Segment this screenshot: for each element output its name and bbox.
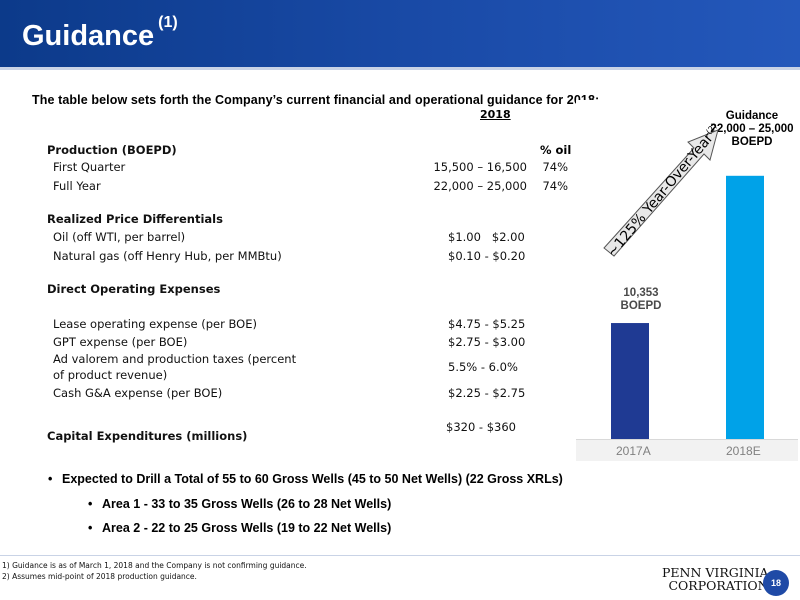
row-pct: 74% bbox=[542, 160, 568, 174]
row-value: 15,500 – 16,500 bbox=[433, 160, 527, 174]
chart-x-axis: 2017A 2018E bbox=[576, 439, 798, 461]
row-label: Cash G&A expense (per BOE) bbox=[53, 386, 223, 400]
bullet-item: • Expected to Drill a Total of 55 to 60 G… bbox=[48, 472, 563, 486]
row-value: $2.25 - $2.75 bbox=[448, 386, 526, 400]
growth-arrow-icon bbox=[603, 129, 719, 257]
row-label: Full Year bbox=[53, 179, 101, 193]
section-heading-production: Production (BOEPD) bbox=[47, 143, 177, 157]
row-label-continued: of product revenue) bbox=[53, 368, 168, 382]
row-value: 5.5% - 6.0% bbox=[448, 360, 518, 374]
section-heading-opex: Direct Operating Expenses bbox=[47, 282, 221, 296]
row-pct: 74% bbox=[542, 179, 568, 193]
footnote: 2) Assumes mid-point of 2018 production … bbox=[2, 572, 197, 581]
bullet-item: • Area 2 - 22 to 25 Gross Wells (19 to 22… bbox=[88, 521, 392, 535]
row-label: Lease operating expense (per BOE) bbox=[53, 317, 257, 331]
bullet-item: • Area 1 - 33 to 35 Gross Wells (26 to 28… bbox=[88, 497, 392, 511]
row-value: $320 - $360 bbox=[446, 420, 516, 434]
row-value: $0.10 - $0.20 bbox=[448, 249, 526, 263]
column-header-pct-oil: % oil bbox=[540, 143, 572, 157]
row-label: Oil (off WTI, per barrel) bbox=[53, 230, 186, 244]
row-value: $4.75 - $5.25 bbox=[448, 317, 526, 331]
bar-label-2018e: Guidance 22,000 – 25,000 BOEPD bbox=[710, 110, 794, 148]
page-title: Guidance (1) bbox=[22, 14, 178, 52]
row-value: $2.75 - $3.00 bbox=[448, 335, 526, 349]
company-logo: PENN VIRGINIA CORPORATION bbox=[662, 565, 769, 593]
x-tick-label: 2018E bbox=[726, 444, 761, 458]
bar-label-2017a: 10,353 BOEPD bbox=[620, 287, 662, 312]
section-heading-differentials: Realized Price Differentials bbox=[47, 212, 223, 226]
x-tick-label: 2017A bbox=[616, 444, 651, 458]
row-value: $1.00 $2.00 bbox=[448, 230, 525, 244]
footnote: 1) Guidance is as of March 1, 2018 and t… bbox=[2, 561, 307, 570]
bar-2018e bbox=[726, 175, 764, 440]
column-header-2018: 2018 bbox=[480, 108, 511, 121]
bar-2017a bbox=[611, 323, 649, 439]
header-divider bbox=[0, 67, 800, 70]
row-label: Natural gas (off Henry Hub, per MMBtu) bbox=[53, 249, 282, 263]
row-label: GPT expense (per BOE) bbox=[53, 335, 188, 349]
page-number-badge: 18 bbox=[763, 570, 789, 596]
footer-divider bbox=[0, 555, 800, 556]
intro-text: The table below sets forth the Company’s… bbox=[32, 93, 600, 107]
chart-svg bbox=[611, 175, 764, 440]
header-bar bbox=[0, 0, 800, 67]
section-heading-capex: Capital Expenditures (millions) bbox=[47, 429, 248, 443]
row-label: Ad valorem and production taxes (percent bbox=[53, 352, 297, 366]
row-label: First Quarter bbox=[53, 160, 126, 174]
row-value: 22,000 – 25,000 bbox=[433, 179, 527, 193]
